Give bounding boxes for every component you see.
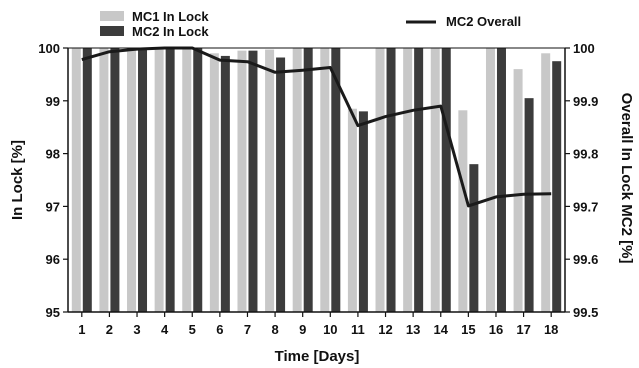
line-layer [81,46,552,208]
bar-mc2-day-4 [165,48,175,312]
x-tick-label-15: 15 [461,322,475,337]
x-tick-label-2: 2 [106,322,113,337]
y2-tick-label-99.9: 99.9 [573,94,598,109]
bar-mc2-day-15 [469,164,479,312]
bar-mc2-day-9 [303,48,313,312]
bar-mc2-day-18 [552,61,562,313]
y2-tick-label-99.5: 99.5 [573,305,598,320]
line-mc2-overall [81,46,552,208]
bar-mc2-day-5 [193,48,203,312]
x-tick-label-17: 17 [516,322,530,337]
bar-mc1-day-15 [458,110,468,312]
x-tick-label-13: 13 [406,322,420,337]
bar-mc1-day-11 [347,108,357,312]
bar-mc2-day-10 [331,48,341,312]
bar-mc1-day-17 [513,69,523,313]
bar-mc1-day-13 [403,48,413,312]
bar-mc1-day-2 [99,48,109,312]
axes-layer [67,47,566,313]
y2-tick-label-99.6: 99.6 [573,252,598,267]
y-tick-label-95: 95 [46,305,60,320]
bar-mc1-day-12 [375,48,385,312]
legend-swatch-mc1 [100,11,124,21]
bar-mc2-day-17 [524,98,534,312]
x-tick-label-4: 4 [161,322,169,337]
bar-mc1-day-6 [209,53,219,312]
x-tick-label-1: 1 [78,322,85,337]
bar-mc1-day-14 [430,48,440,312]
x-tick-label-6: 6 [216,322,223,337]
bar-mc1-day-8 [265,49,275,313]
x-tick-label-10: 10 [323,322,337,337]
x-tick-label-11: 11 [351,322,365,337]
y2-tick-label-99.8: 99.8 [573,147,598,162]
bars-layer [71,48,562,313]
y-tick-label-96: 96 [46,252,60,267]
x-tick-label-9: 9 [299,322,306,337]
bar-mc2-day-16 [496,48,506,312]
bar-mc1-day-9 [292,48,302,312]
bar-mc2-day-11 [358,111,368,312]
legend-label-mc2: MC2 In Lock [132,24,209,39]
y-tick-label-97: 97 [46,199,60,214]
bar-mc2-day-7 [248,50,258,312]
bar-mc1-day-16 [485,48,495,312]
bar-mc2-day-6 [220,55,230,313]
y2-axis-title: Overall In Lock MC2 [%] [618,93,635,264]
bar-mc1-day-1 [71,48,81,312]
bar-mc1-day-4 [154,48,164,312]
x-tick-label-16: 16 [489,322,503,337]
y2-tick-label-100: 100 [573,41,595,56]
bar-mc2-day-12 [386,48,396,312]
legend-swatch-mc2 [100,26,124,36]
x-tick-label-3: 3 [133,322,140,337]
bar-mc2-day-2 [110,48,120,312]
bar-mc2-day-1 [82,48,92,312]
bar-mc2-day-3 [138,48,148,312]
x-tick-label-12: 12 [378,322,392,337]
x-tick-label-14: 14 [434,322,449,337]
bar-mc2-day-8 [276,57,286,313]
y-tick-label-99: 99 [46,94,60,109]
bar-mc1-day-7 [237,50,247,312]
x-tick-label-18: 18 [544,322,558,337]
y2-tick-label-99.7: 99.7 [573,199,598,214]
bar-mc2-day-14 [441,48,451,312]
y-axis-title: In Lock [%] [9,140,26,220]
x-tick-label-7: 7 [244,322,251,337]
legend-label-mc1: MC1 In Lock [132,9,209,24]
bar-mc1-day-18 [541,53,551,312]
legend-label-mc2-overall: MC2 Overall [446,14,521,29]
legend: MC1 In Lock MC2 In Lock MC2 Overall [100,9,521,39]
bar-mc1-day-10 [320,48,330,312]
bar-mc1-day-5 [182,48,192,312]
y-tick-label-100: 100 [38,41,60,56]
x-tick-label-8: 8 [271,322,278,337]
y-tick-label-98: 98 [46,147,60,162]
x-tick-label-5: 5 [189,322,196,337]
x-axis-title: Time [Days] [275,348,360,365]
bar-mc1-day-3 [127,48,137,312]
bar-mc2-day-13 [414,48,424,312]
